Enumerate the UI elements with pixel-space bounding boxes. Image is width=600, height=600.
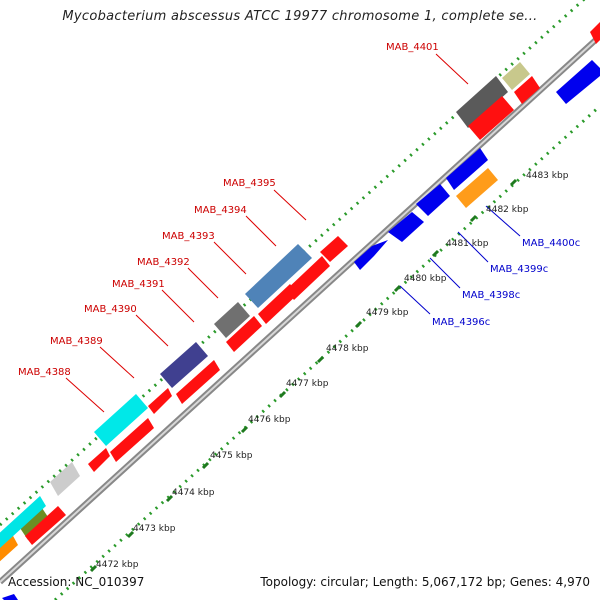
outer-dotted-line	[0, 0, 586, 527]
gene-label-mab-4392[interactable]: MAB_4392	[137, 257, 190, 268]
gene-label-mab-4398c[interactable]: MAB_4398c	[462, 290, 520, 301]
gene-forward	[214, 302, 250, 338]
gene-forward	[468, 96, 514, 140]
gene-forward	[50, 462, 80, 496]
gene-label-mab-4394[interactable]: MAB_4394	[194, 205, 247, 216]
tick-label: 4476 kbp	[248, 415, 291, 425]
map-title: Mycobacterium abscessus ATCC 19977 chrom…	[62, 9, 538, 24]
tick-label: 4475 kbp	[210, 451, 253, 461]
reverse-label-leaders	[399, 205, 521, 315]
tick-label: 4478 kbp	[326, 344, 369, 354]
gene-forward	[258, 284, 298, 324]
gene-label-mab-4388[interactable]: MAB_4388	[18, 367, 71, 378]
gene-forward	[502, 62, 530, 90]
tick-label: 4483 kbp	[526, 171, 569, 181]
gene-label-mab-4390[interactable]: MAB_4390	[84, 304, 137, 315]
gene-reverse	[446, 148, 488, 190]
tick-label: 4477 kbp	[286, 379, 329, 389]
gene-forward	[320, 236, 348, 262]
gene-forward	[160, 342, 208, 388]
gene-label-mab-4396c[interactable]: MAB_4396c	[432, 317, 490, 328]
gene-forward	[148, 388, 172, 414]
gene-forward	[590, 22, 600, 44]
gene-label-mab-4389[interactable]: MAB_4389	[50, 336, 103, 347]
tick-label: 4473 kbp	[133, 524, 176, 534]
gene-forward	[0, 496, 46, 548]
gene-forward	[94, 394, 148, 446]
gene-reverse	[456, 168, 498, 208]
gene-forward	[226, 316, 262, 352]
ruler-major-ticks	[89, 178, 518, 573]
gene-forward	[514, 76, 540, 104]
gene-label-mab-4391[interactable]: MAB_4391	[112, 279, 165, 290]
gene-reverse	[2, 594, 18, 600]
tick-label: 4474 kbp	[172, 488, 215, 498]
tick-label: 4482 kbp	[486, 205, 529, 215]
gene-label-mab-4399c[interactable]: MAB_4399c	[490, 264, 548, 275]
tick-label: 4472 kbp	[96, 560, 139, 570]
summary-text: Topology: circular; Length: 5,067,172 bp…	[260, 575, 590, 589]
gene-label-mab-4400c[interactable]: MAB_4400c	[522, 238, 580, 249]
gene-forward	[25, 506, 66, 545]
gene-reverse	[388, 212, 424, 242]
tick-label: 4479 kbp	[366, 308, 409, 318]
forward-label-leaders	[65, 53, 469, 413]
chromosome-backbone	[0, 33, 600, 585]
gene-reverse	[416, 184, 450, 216]
gene-forward	[286, 256, 330, 300]
gene-forward	[456, 76, 508, 128]
gene-forward	[88, 448, 110, 472]
gene-forward	[176, 360, 220, 404]
gene-label-mab-4395[interactable]: MAB_4395	[223, 178, 276, 189]
gene-label-mab-4401[interactable]: MAB_4401	[386, 42, 439, 53]
tick-label: 4480 kbp	[404, 274, 447, 284]
gene-reverse	[354, 240, 388, 270]
gene-forward	[20, 508, 50, 540]
gene-forward	[245, 244, 312, 308]
gene-label-mab-4393[interactable]: MAB_4393	[162, 231, 215, 242]
gene-reverse	[556, 60, 600, 104]
gene-forward	[110, 418, 154, 462]
accession-text: Accession: NC_010397	[8, 575, 145, 589]
tick-label: 4481 kbp	[446, 239, 489, 249]
